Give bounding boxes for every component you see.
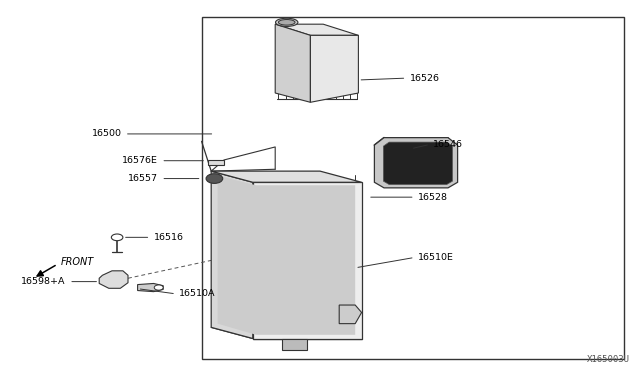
Text: FRONT: FRONT <box>61 257 94 267</box>
Circle shape <box>111 234 123 241</box>
Text: 16576E: 16576E <box>122 156 158 165</box>
Polygon shape <box>99 271 128 288</box>
Text: 16526: 16526 <box>410 74 440 83</box>
Circle shape <box>206 174 223 183</box>
Polygon shape <box>339 305 362 324</box>
Text: X165003U: X165003U <box>588 355 630 364</box>
Polygon shape <box>253 182 362 339</box>
Ellipse shape <box>276 18 298 26</box>
Text: 16557: 16557 <box>128 174 158 183</box>
Polygon shape <box>282 339 307 350</box>
Polygon shape <box>275 24 358 35</box>
Ellipse shape <box>278 19 295 25</box>
Text: 16598+A: 16598+A <box>21 277 66 286</box>
Bar <box>208 160 224 165</box>
Polygon shape <box>211 171 362 182</box>
Polygon shape <box>383 142 452 185</box>
Text: 16510A: 16510A <box>179 289 216 298</box>
Text: 16510E: 16510E <box>418 253 454 262</box>
Polygon shape <box>310 35 358 102</box>
Text: 16528: 16528 <box>418 193 448 202</box>
Circle shape <box>154 285 163 290</box>
Polygon shape <box>218 176 355 335</box>
Bar <box>202 17 624 359</box>
Polygon shape <box>275 24 310 102</box>
Polygon shape <box>374 138 458 188</box>
Polygon shape <box>138 283 163 292</box>
Text: 16500: 16500 <box>92 129 122 138</box>
Text: 16516: 16516 <box>154 233 184 242</box>
Polygon shape <box>211 171 253 339</box>
Text: 16546: 16546 <box>433 140 463 149</box>
